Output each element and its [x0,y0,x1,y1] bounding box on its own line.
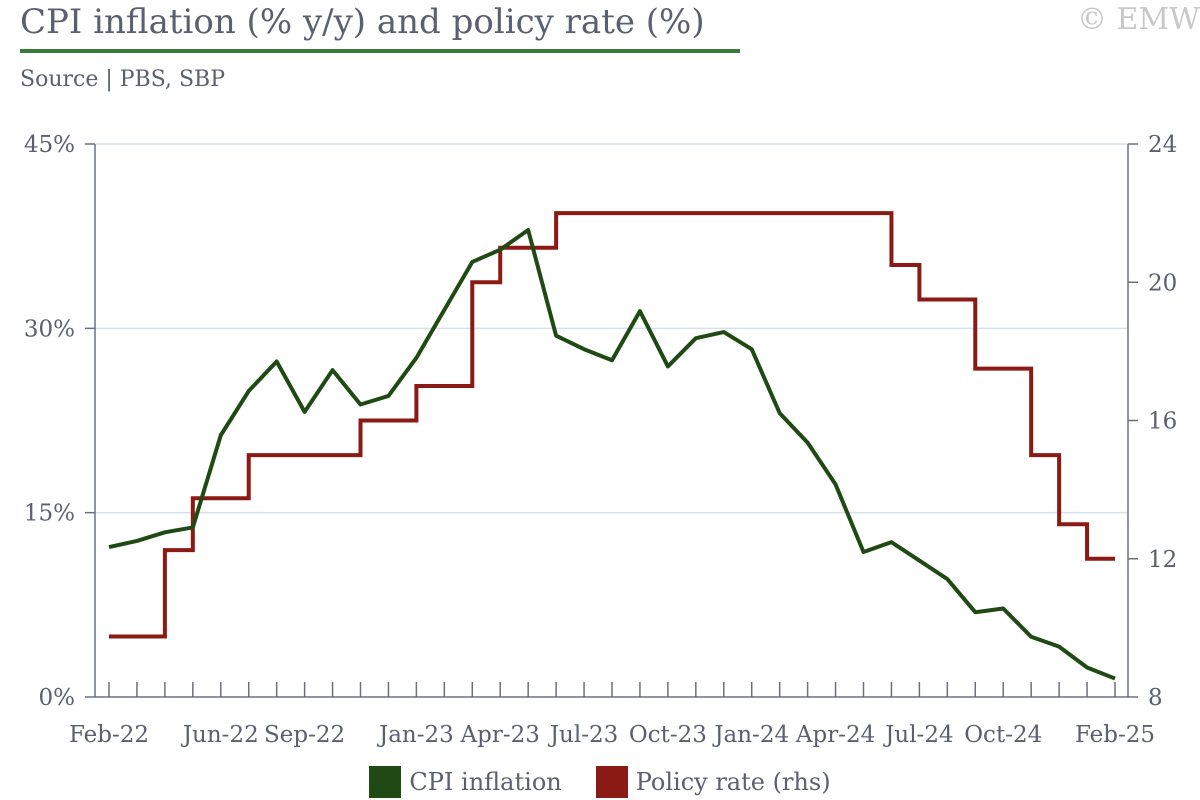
x-tick-label: Feb-22 [69,722,149,748]
x-tick-label: Jul-24 [883,722,953,748]
x-tick-label: Apr-24 [795,722,875,748]
x-tick-label: Oct-24 [964,722,1042,748]
y-right-tick-label: 16 [1148,409,1177,435]
x-tick-label: Feb-25 [1075,722,1155,748]
x-tick-label: Jun-22 [181,722,259,748]
y-left-tick-label: 45% [24,132,75,158]
gridlines [95,143,1128,514]
x-tick-label: Jul-23 [548,722,618,748]
y-right-tick-label: 8 [1148,685,1163,711]
series-line-policy-rate [109,211,1115,639]
y-right-tick-label: 20 [1148,270,1177,296]
x-tick-label: Sep-22 [264,722,345,748]
title-underline [20,49,740,53]
y-right-tick-label: 12 [1148,547,1177,573]
axes [85,143,1138,698]
copyright-watermark: © EMW [1077,2,1200,37]
y-left-tick-label: 30% [24,316,75,342]
tick-labels: 0% 15% 30% 45% 8 12 16 20 24 Feb-22 Jun-22 Sep-22 Ja… [24,132,1177,748]
legend-swatch-cpi [369,766,402,798]
legend-label-cpi: CPI inflation [409,768,562,796]
x-tick-label: Jan-24 [712,722,789,748]
chart-title: CPI inflation (% y/y) and policy rate (%… [20,2,705,42]
legend-item-policy: Policy rate (rhs) [595,766,831,798]
chart-source: Source | PBS, SBP [20,67,226,92]
legend-item-cpi: CPI inflation [369,766,562,798]
x-tick-label: Apr-23 [460,722,540,748]
y-left-tick-label: 0% [39,685,76,711]
legend-label-policy: Policy rate (rhs) [635,768,831,796]
y-left-tick-label: 15% [24,501,75,527]
x-tick-label: Oct-23 [629,722,707,748]
legend: CPI inflation Policy rate (rhs) [0,766,1200,798]
y-right-tick-label: 24 [1148,132,1177,158]
legend-swatch-policy [595,766,628,798]
series [108,211,1116,681]
series-line-cpi-inflation [108,228,1116,681]
x-tick-label: Jan-23 [377,722,454,748]
